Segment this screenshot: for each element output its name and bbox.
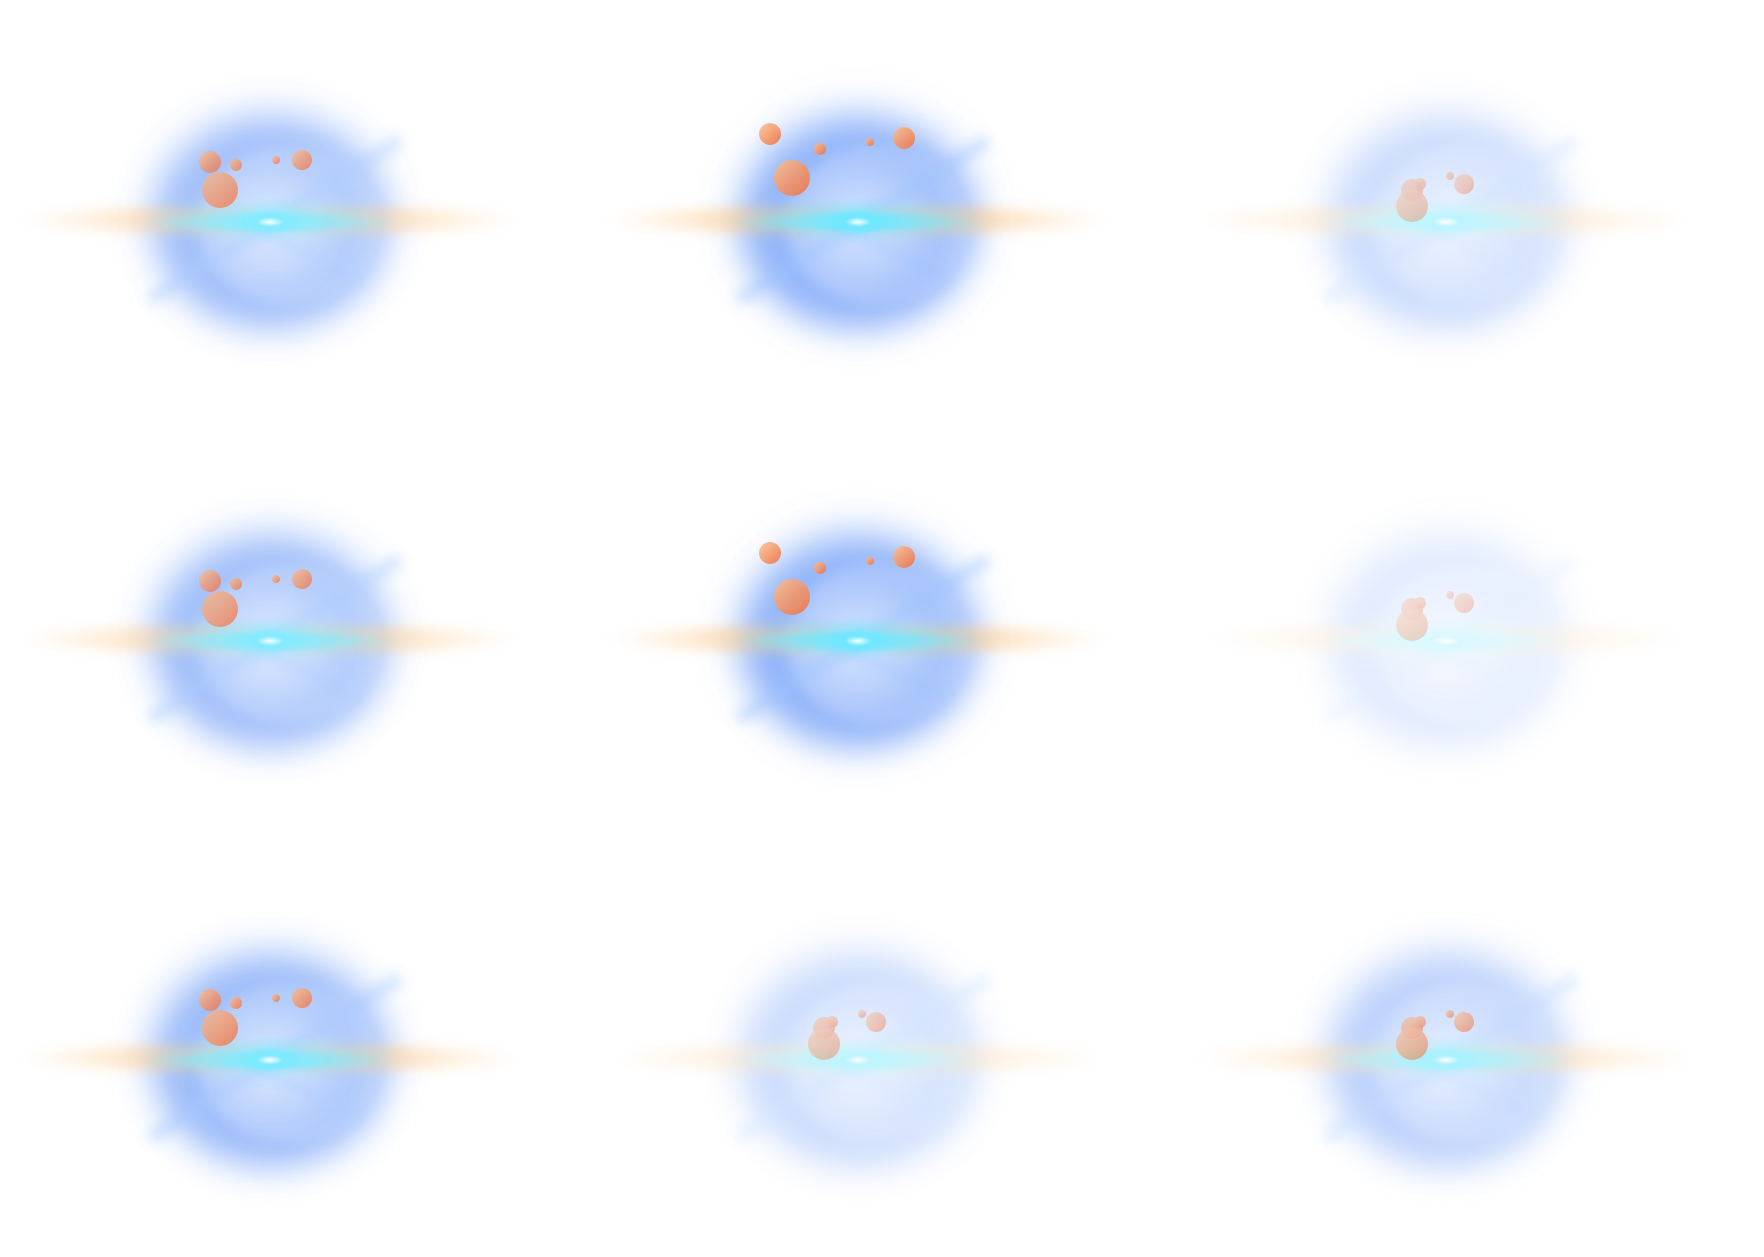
orange-orb <box>826 1016 838 1028</box>
orb-group <box>199 988 312 1046</box>
diagonal-ray <box>1353 185 1539 285</box>
orange-orb <box>774 579 810 615</box>
glow-body <box>608 100 1108 330</box>
glow-body <box>1196 519 1696 749</box>
glow-body <box>20 938 520 1168</box>
orange-orb <box>866 1012 886 1032</box>
orange-orb <box>1454 1012 1474 1032</box>
frame-5 <box>588 419 1176 838</box>
frame-1 <box>0 0 588 419</box>
frame-8 <box>588 838 1176 1257</box>
orange-orb <box>230 159 242 171</box>
orange-orb <box>893 546 915 568</box>
orange-orb <box>230 997 242 1009</box>
orange-orb <box>292 150 312 170</box>
bright-core <box>236 210 304 234</box>
orange-orb <box>808 1028 840 1060</box>
orange-orb <box>1396 609 1428 641</box>
orange-orb <box>774 160 810 196</box>
diagonal-ray <box>177 604 363 704</box>
orange-orb <box>1454 174 1474 194</box>
flare-glow <box>1196 100 1696 330</box>
flare-glow <box>20 938 520 1168</box>
bright-core <box>236 1048 304 1072</box>
orange-orb <box>858 1010 866 1018</box>
glow-body <box>608 938 1108 1168</box>
frame-3 <box>1176 0 1764 419</box>
flare-glow <box>1196 938 1696 1168</box>
orange-orb <box>1446 1010 1454 1018</box>
orange-orb <box>272 575 280 583</box>
diagonal-ray <box>1353 1023 1539 1123</box>
orange-orb <box>1414 1016 1426 1028</box>
orange-orb <box>292 988 312 1008</box>
orange-orb <box>202 591 238 627</box>
diagonal-ray <box>765 185 951 285</box>
orange-orb <box>1396 190 1428 222</box>
frame-4 <box>0 419 588 838</box>
orb-group <box>808 1010 886 1060</box>
flare-glow <box>608 938 1108 1168</box>
orange-orb <box>199 570 221 592</box>
orange-orb <box>814 143 826 155</box>
glow-body <box>20 100 520 330</box>
frame-2 <box>588 0 1176 419</box>
orange-orb <box>199 151 221 173</box>
glow-body <box>20 519 520 749</box>
orange-orb <box>1446 591 1454 599</box>
frame-6 <box>1176 419 1764 838</box>
orb-group <box>199 569 312 627</box>
diagonal-ray <box>1353 604 1539 704</box>
orange-orb <box>759 542 781 564</box>
orange-orb <box>759 123 781 145</box>
bright-core <box>1412 1048 1480 1072</box>
diagonal-ray <box>177 1023 363 1123</box>
flare-glow <box>608 519 1108 749</box>
bright-core <box>1412 210 1480 234</box>
frame-9 <box>1176 838 1764 1257</box>
bright-core <box>824 1048 892 1072</box>
orange-orb <box>199 989 221 1011</box>
orange-orb <box>202 172 238 208</box>
orange-orb <box>866 138 874 146</box>
orb-group <box>759 123 915 196</box>
flare-glow <box>608 100 1108 330</box>
bright-core <box>236 629 304 653</box>
bright-core <box>824 210 892 234</box>
orange-orb <box>230 578 242 590</box>
diagonal-ray <box>765 1023 951 1123</box>
frame-7 <box>0 838 588 1257</box>
bright-core <box>1412 629 1480 653</box>
orb-group <box>759 542 915 615</box>
orange-orb <box>272 994 280 1002</box>
orange-orb <box>1396 1028 1428 1060</box>
bright-core <box>824 629 892 653</box>
orange-orb <box>893 127 915 149</box>
glow-body <box>608 519 1108 749</box>
orb-group <box>1396 1010 1474 1060</box>
orange-orb <box>1454 593 1474 613</box>
orange-orb <box>1414 597 1426 609</box>
diagonal-ray <box>765 604 951 704</box>
diagonal-ray <box>177 185 363 285</box>
orb-group <box>1396 172 1474 222</box>
flare-glow <box>1196 519 1696 749</box>
glow-body <box>1196 938 1696 1168</box>
flare-glow <box>20 519 520 749</box>
orange-orb <box>272 156 280 164</box>
orange-orb <box>866 557 874 565</box>
flare-glow <box>20 100 520 330</box>
orange-orb <box>1414 178 1426 190</box>
orb-group <box>199 150 312 208</box>
orange-orb <box>814 562 826 574</box>
orange-orb <box>292 569 312 589</box>
orange-orb <box>1446 172 1454 180</box>
glow-body <box>1196 100 1696 330</box>
orb-group <box>1396 591 1474 641</box>
orange-orb <box>202 1010 238 1046</box>
